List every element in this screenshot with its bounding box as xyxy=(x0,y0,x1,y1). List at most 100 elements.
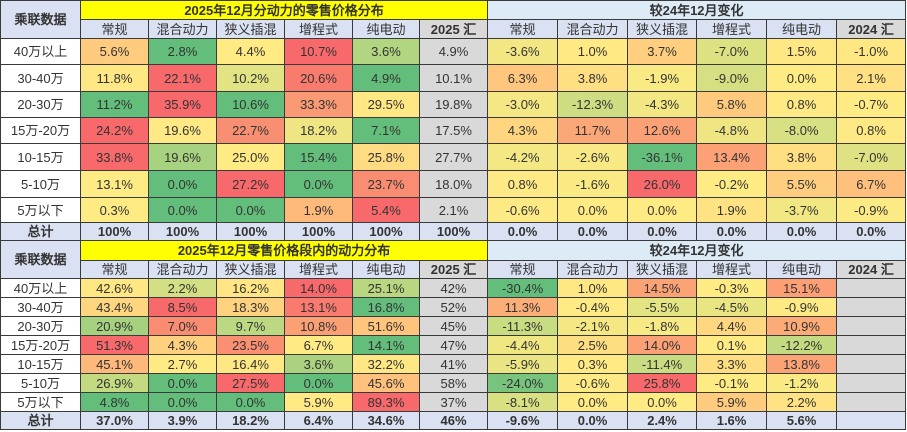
total-cell: 100% xyxy=(148,222,217,241)
price-band-row: 30-40万 11.8% 22.1% 10.2% 20.6% 4.9% 10.1% 6.3% 3… xyxy=(0,64,907,92)
share-cell: 4.8% xyxy=(80,392,149,412)
price-band-label: 5万以下 xyxy=(0,392,81,412)
change-cell: 5.9% xyxy=(696,392,768,412)
change-cell: 3.8% xyxy=(766,143,838,171)
share-cell: 0.0% xyxy=(148,373,217,393)
change-cell xyxy=(836,278,907,298)
share-cell: 20.6% xyxy=(284,64,353,92)
total-cell: 34.6% xyxy=(352,411,420,430)
change-cell xyxy=(836,373,907,393)
change-cell: -0.2% xyxy=(696,170,768,198)
share-cell: 1.9% xyxy=(284,197,353,223)
change-cell: -0.6% xyxy=(487,197,559,223)
share-cell: 19.6% xyxy=(148,143,217,171)
total-cell: 3.9% xyxy=(148,411,217,430)
change-cell: 14.0% xyxy=(627,335,698,355)
change-cell: 0.0% xyxy=(766,64,838,92)
share-cell: 52% xyxy=(418,297,489,317)
change-cell: 2.5% xyxy=(557,335,629,355)
share-cell: 5.9% xyxy=(284,392,353,412)
column-header: 增程式 xyxy=(284,260,353,279)
change-cell xyxy=(836,335,907,355)
price-band-label: 5万以下 xyxy=(0,197,81,223)
total-change-cell: -9.6% xyxy=(487,411,559,430)
sum-column-header: 2024 汇 xyxy=(836,260,907,279)
change-cell: 0.0% xyxy=(557,392,629,412)
total-change-cell: 0.0% xyxy=(557,411,629,430)
column-header: 常规 xyxy=(80,260,149,279)
column-header: 混合动力 xyxy=(148,260,217,279)
change-cell: -0.6% xyxy=(557,373,629,393)
share-cell: 13.1% xyxy=(80,170,149,198)
change-cell: 26.0% xyxy=(627,170,698,198)
share-cell: 33.8% xyxy=(80,143,149,171)
share-cell: 27.5% xyxy=(216,373,285,393)
change-cell: 4.4% xyxy=(696,316,768,336)
price-band-label: 40万以上 xyxy=(0,38,81,65)
share-cell: 10.1% xyxy=(418,64,489,92)
change-cell: -9.0% xyxy=(696,64,768,92)
share-cell: 25.0% xyxy=(216,143,285,171)
share-cell: 2.7% xyxy=(148,354,217,374)
share-cell: 4.3% xyxy=(148,335,217,355)
change-cell: -36.1% xyxy=(627,143,698,171)
column-header: 常规 xyxy=(487,260,559,279)
share-cell: 23.5% xyxy=(216,335,285,355)
change-cell: 13.4% xyxy=(696,143,768,171)
share-cell: 3.6% xyxy=(352,38,420,65)
share-cell: 58% xyxy=(418,373,489,393)
total-cell: 46% xyxy=(418,411,489,430)
total-change-cell: 5.6% xyxy=(766,411,838,430)
share-cell: 20.9% xyxy=(80,316,149,336)
share-cell: 0.0% xyxy=(284,170,353,198)
price-band-row: 40万以上 5.6% 2.8% 4.4% 10.7% 3.6% 4.9% -3.6% 1.0% 3… xyxy=(0,38,907,65)
price-band-label: 10-15万 xyxy=(0,354,81,374)
share-cell: 2.1% xyxy=(418,197,489,223)
share-cell: 7.1% xyxy=(352,117,420,144)
price-band-row: 20-30万 20.9% 7.0% 9.7% 10.8% 51.6% 45% -11.3% -2… xyxy=(0,316,907,336)
price-band-row: 5万以下 0.3% 0.0% 0.0% 1.9% 5.4% 2.1% -0.6% 0.0% 0.0… xyxy=(0,197,907,223)
change-cell xyxy=(836,354,907,374)
total-change-cell: 0.0% xyxy=(487,222,559,241)
share-cell: 45% xyxy=(418,316,489,336)
change-cell: 1.0% xyxy=(557,38,629,65)
share-cell: 33.3% xyxy=(284,91,353,118)
share-cell: 24.2% xyxy=(80,117,149,144)
column-header: 常规 xyxy=(487,19,559,39)
price-band-row: 20-30万 11.2% 35.9% 10.6% 33.3% 29.5% 19.8% -3.0… xyxy=(0,91,907,118)
price-band-label: 15万-20万 xyxy=(0,117,81,144)
share-cell: 35.9% xyxy=(148,91,217,118)
change-cell: 5.5% xyxy=(766,170,838,198)
share-cell: 22.1% xyxy=(148,64,217,92)
change-cell: -1.9% xyxy=(627,64,698,92)
change-cell: -30.4% xyxy=(487,278,559,298)
price-band-row: 5万以下 4.8% 0.0% 0.0% 5.9% 89.3% 37% -8.1% 0.0% 0.0… xyxy=(0,392,907,412)
share-cell: 37% xyxy=(418,392,489,412)
change-cell: -8.1% xyxy=(487,392,559,412)
share-cell: 25.1% xyxy=(352,278,420,298)
change-cell: -12.3% xyxy=(557,91,629,118)
share-cell: 10.7% xyxy=(284,38,353,65)
sum-column-header: 2025 汇 xyxy=(418,19,489,39)
change-cell: 0.8% xyxy=(836,117,907,144)
change-cell: -1.8% xyxy=(627,316,698,336)
share-cell: 43.4% xyxy=(80,297,149,317)
share-cell: 16.2% xyxy=(216,278,285,298)
share-cell: 0.3% xyxy=(80,197,149,223)
column-header: 混合动力 xyxy=(148,19,217,39)
change-cell: 25.8% xyxy=(627,373,698,393)
share-cell: 26.9% xyxy=(80,373,149,393)
change-cell: -0.1% xyxy=(696,373,768,393)
price-band-label: 5-10万 xyxy=(0,170,81,198)
share-cell: 11.2% xyxy=(80,91,149,118)
corner-label: 乘联数据 xyxy=(0,0,81,39)
change-cell: -4.4% xyxy=(487,335,559,355)
change-cell: 0.3% xyxy=(557,354,629,374)
column-header: 狭义插混 xyxy=(216,260,285,279)
change-cell: 1.0% xyxy=(557,278,629,298)
price-band-label: 30-40万 xyxy=(0,64,81,92)
share-cell: 45.6% xyxy=(352,373,420,393)
total-cell: 37.0% xyxy=(80,411,149,430)
share-cell: 0.0% xyxy=(148,170,217,198)
column-header: 纯电动 xyxy=(766,260,838,279)
